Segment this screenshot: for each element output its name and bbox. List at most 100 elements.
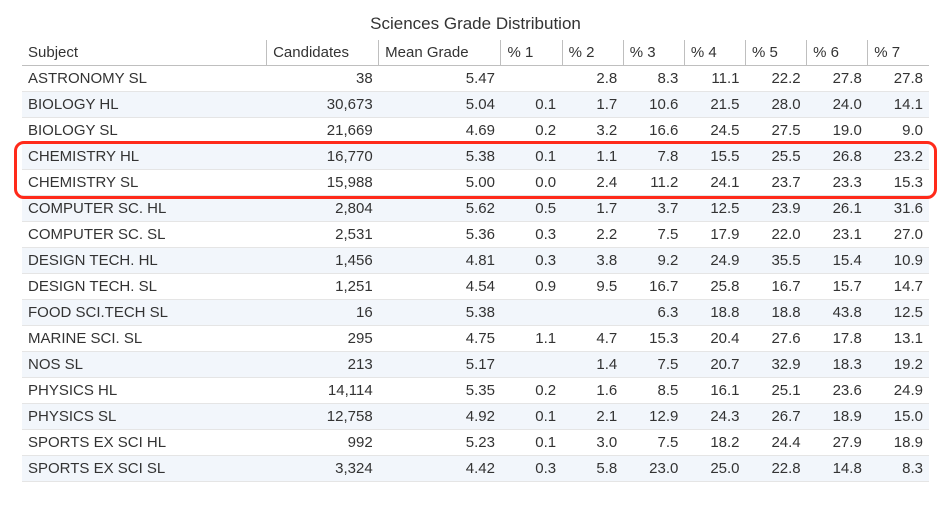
table-row: SPORTS EX SCI SL3,3244.420.35.823.025.02… <box>22 456 929 482</box>
cell-p4: 24.5 <box>684 118 745 144</box>
cell-subject: ASTRONOMY SL <box>22 66 267 92</box>
cell-candidates: 15,988 <box>267 170 379 196</box>
cell-subject: COMPUTER SC. HL <box>22 196 267 222</box>
cell-p7: 23.2 <box>868 144 929 170</box>
cell-p5: 22.2 <box>746 66 807 92</box>
cell-mean: 5.04 <box>379 92 501 118</box>
cell-p1: 0.3 <box>501 222 562 248</box>
cell-candidates: 12,758 <box>267 404 379 430</box>
cell-p1: 0.9 <box>501 274 562 300</box>
cell-candidates: 16 <box>267 300 379 326</box>
cell-p6: 23.1 <box>807 222 868 248</box>
table-row: CHEMISTRY HL16,7705.380.11.17.815.525.52… <box>22 144 929 170</box>
cell-p3: 7.8 <box>623 144 684 170</box>
cell-p1: 0.5 <box>501 196 562 222</box>
cell-candidates: 16,770 <box>267 144 379 170</box>
cell-p2: 9.5 <box>562 274 623 300</box>
cell-p7: 15.0 <box>868 404 929 430</box>
cell-p5: 22.0 <box>746 222 807 248</box>
cell-p5: 23.9 <box>746 196 807 222</box>
cell-p5: 16.7 <box>746 274 807 300</box>
cell-p5: 27.5 <box>746 118 807 144</box>
cell-p2: 3.8 <box>562 248 623 274</box>
table-row: CHEMISTRY SL15,9885.000.02.411.224.123.7… <box>22 170 929 196</box>
cell-p7: 27.0 <box>868 222 929 248</box>
col-pct-4: % 4 <box>684 40 745 66</box>
cell-subject: PHYSICS HL <box>22 378 267 404</box>
cell-p3: 9.2 <box>623 248 684 274</box>
cell-mean: 5.00 <box>379 170 501 196</box>
col-mean-grade: Mean Grade <box>379 40 501 66</box>
grade-distribution-table: Subject Candidates Mean Grade % 1 % 2 % … <box>22 40 929 482</box>
cell-p3: 8.3 <box>623 66 684 92</box>
cell-candidates: 1,251 <box>267 274 379 300</box>
table-title: Sciences Grade Distribution <box>22 14 929 34</box>
cell-p2: 3.0 <box>562 430 623 456</box>
cell-subject: DESIGN TECH. HL <box>22 248 267 274</box>
cell-candidates: 2,531 <box>267 222 379 248</box>
cell-p3: 7.5 <box>623 222 684 248</box>
cell-p7: 13.1 <box>868 326 929 352</box>
cell-subject: BIOLOGY HL <box>22 92 267 118</box>
cell-p2: 2.8 <box>562 66 623 92</box>
cell-p3: 3.7 <box>623 196 684 222</box>
cell-p4: 16.1 <box>684 378 745 404</box>
cell-p2: 5.8 <box>562 456 623 482</box>
cell-p6: 26.1 <box>807 196 868 222</box>
cell-subject: CHEMISTRY SL <box>22 170 267 196</box>
cell-p1: 1.1 <box>501 326 562 352</box>
col-candidates: Candidates <box>267 40 379 66</box>
cell-p4: 24.9 <box>684 248 745 274</box>
cell-p4: 20.4 <box>684 326 745 352</box>
cell-p7: 19.2 <box>868 352 929 378</box>
cell-p4: 21.5 <box>684 92 745 118</box>
col-subject: Subject <box>22 40 267 66</box>
cell-p5: 28.0 <box>746 92 807 118</box>
cell-p1: 0.3 <box>501 248 562 274</box>
cell-p3: 23.0 <box>623 456 684 482</box>
table-row: BIOLOGY SL21,6694.690.23.216.624.527.519… <box>22 118 929 144</box>
cell-p6: 27.9 <box>807 430 868 456</box>
cell-p7: 8.3 <box>868 456 929 482</box>
cell-p2: 1.1 <box>562 144 623 170</box>
cell-subject: FOOD SCI.TECH SL <box>22 300 267 326</box>
cell-subject: CHEMISTRY HL <box>22 144 267 170</box>
table-header-row: Subject Candidates Mean Grade % 1 % 2 % … <box>22 40 929 66</box>
table-row: COMPUTER SC. HL2,8045.620.51.73.712.523.… <box>22 196 929 222</box>
cell-p5: 35.5 <box>746 248 807 274</box>
cell-p5: 26.7 <box>746 404 807 430</box>
cell-p3: 7.5 <box>623 352 684 378</box>
cell-mean: 4.69 <box>379 118 501 144</box>
cell-candidates: 38 <box>267 66 379 92</box>
cell-p1: 0.0 <box>501 170 562 196</box>
cell-mean: 4.54 <box>379 274 501 300</box>
col-pct-2: % 2 <box>562 40 623 66</box>
table-container: Subject Candidates Mean Grade % 1 % 2 % … <box>22 40 929 482</box>
table-row: DESIGN TECH. SL1,2514.540.99.516.725.816… <box>22 274 929 300</box>
cell-p7: 24.9 <box>868 378 929 404</box>
cell-p7: 27.8 <box>868 66 929 92</box>
col-pct-3: % 3 <box>623 40 684 66</box>
cell-mean: 4.81 <box>379 248 501 274</box>
cell-p4: 24.3 <box>684 404 745 430</box>
cell-p2: 1.7 <box>562 92 623 118</box>
cell-p1: 0.2 <box>501 118 562 144</box>
table-row: NOS SL2135.171.47.520.732.918.319.2 <box>22 352 929 378</box>
cell-p1 <box>501 66 562 92</box>
cell-p5: 25.1 <box>746 378 807 404</box>
cell-mean: 5.35 <box>379 378 501 404</box>
cell-p4: 12.5 <box>684 196 745 222</box>
col-pct-1: % 1 <box>501 40 562 66</box>
cell-p1: 0.1 <box>501 430 562 456</box>
cell-p4: 11.1 <box>684 66 745 92</box>
table-row: SPORTS EX SCI HL9925.230.13.07.518.224.4… <box>22 430 929 456</box>
cell-p4: 18.8 <box>684 300 745 326</box>
cell-subject: DESIGN TECH. SL <box>22 274 267 300</box>
cell-p4: 24.1 <box>684 170 745 196</box>
cell-p5: 22.8 <box>746 456 807 482</box>
cell-p3: 16.7 <box>623 274 684 300</box>
cell-candidates: 14,114 <box>267 378 379 404</box>
cell-p1: 0.2 <box>501 378 562 404</box>
table-row: MARINE SCI. SL2954.751.14.715.320.427.61… <box>22 326 929 352</box>
cell-subject: BIOLOGY SL <box>22 118 267 144</box>
